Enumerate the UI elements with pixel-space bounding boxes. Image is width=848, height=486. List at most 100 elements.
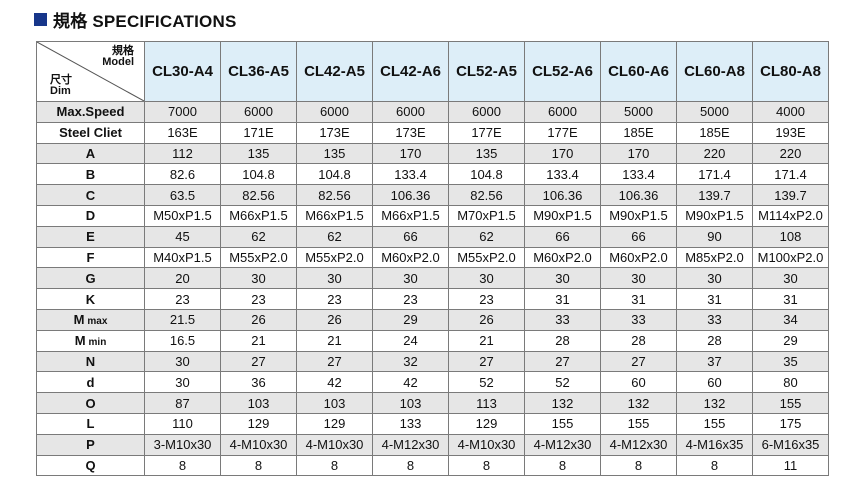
- row-label: K: [36, 288, 145, 310]
- table-cell: 132: [524, 392, 601, 414]
- table-cell: 135: [296, 142, 373, 165]
- table-cell: 82.56: [220, 184, 297, 206]
- table-cell: 23: [448, 288, 525, 310]
- table-cell: M60xP2.0: [372, 246, 449, 269]
- table-cell: 27: [220, 350, 297, 373]
- table-cell: 173E: [372, 121, 449, 144]
- table-cell: 135: [220, 142, 297, 165]
- table-cell: 62: [448, 225, 525, 248]
- table-cell: M90xP1.5: [524, 204, 601, 227]
- table-cell: 193E: [752, 121, 829, 144]
- table-cell: 6000: [372, 101, 449, 123]
- row-label: P: [36, 433, 145, 456]
- table-cell: 33: [600, 308, 677, 331]
- table-row: Q 8 8 8 8 8 8 8 8 11: [36, 454, 829, 477]
- table-cell: 133.4: [524, 163, 601, 186]
- table-cell: 4-M10x30: [448, 433, 525, 456]
- table-row: C 63.5 82.56 82.56 106.36 82.56 106.36 106.36 13…: [36, 184, 829, 206]
- table-cell: 171E: [220, 121, 297, 144]
- table-cell: 66: [372, 225, 449, 248]
- table-cell: 155: [752, 392, 829, 414]
- corner-header: 規格 Model 尺寸 Dim: [36, 41, 145, 102]
- row-label: F: [36, 246, 145, 269]
- table-cell: 129: [296, 412, 373, 435]
- model-header: CL36-A5: [220, 41, 297, 102]
- table-cell: 82.56: [448, 184, 525, 206]
- table-cell: 27: [600, 350, 677, 373]
- table-cell: 129: [448, 412, 525, 435]
- table-cell: 4-M10x30: [296, 433, 373, 456]
- table-cell: 4-M12x30: [524, 433, 601, 456]
- table-cell: 5000: [676, 101, 753, 123]
- table-cell: 62: [296, 225, 373, 248]
- row-label: d: [36, 371, 145, 394]
- row-label: O: [36, 392, 145, 414]
- table-cell: M55xP2.0: [296, 246, 373, 269]
- table-cell: 108: [752, 225, 829, 248]
- table-cell: 103: [296, 392, 373, 414]
- corner-model-label: 規格 Model: [102, 45, 134, 68]
- table-cell: 6000: [448, 101, 525, 123]
- row-label: A: [36, 142, 145, 165]
- table-cell: 30: [448, 267, 525, 290]
- table-cell: 34: [752, 308, 829, 331]
- table-cell: 42: [296, 371, 373, 394]
- table-cell: 30: [220, 267, 297, 290]
- model-header: CL42-A5: [296, 41, 373, 102]
- table-cell: M85xP2.0: [676, 246, 753, 269]
- table-cell: 104.8: [448, 163, 525, 186]
- table-cell: 8: [600, 454, 677, 477]
- table-cell: 8: [372, 454, 449, 477]
- table-cell: 4-M12x30: [600, 433, 677, 456]
- table-cell: 29: [372, 308, 449, 331]
- table-cell: 103: [220, 392, 297, 414]
- table-cell: 171.4: [676, 163, 753, 186]
- table-cell: 21: [220, 329, 297, 352]
- row-label: Steel Cliet: [36, 121, 145, 144]
- table-cell: 4000: [752, 101, 829, 123]
- table-cell: 27: [448, 350, 525, 373]
- table-cell: 177E: [524, 121, 601, 144]
- table-cell: 6000: [296, 101, 373, 123]
- table-cell: M55xP2.0: [448, 246, 525, 269]
- table-cell: 175: [752, 412, 829, 435]
- table-cell: 66: [524, 225, 601, 248]
- table-cell: 23: [144, 288, 221, 310]
- table-cell: 26: [220, 308, 297, 331]
- row-label: B: [36, 163, 145, 186]
- table-cell: 31: [752, 288, 829, 310]
- table-cell: M50xP1.5: [144, 204, 221, 227]
- row-label: Q: [36, 454, 145, 477]
- table-cell: M90xP1.5: [676, 204, 753, 227]
- table-cell: 4-M12x30: [372, 433, 449, 456]
- table-row: A 112 135 135 170 135 170 170 220 220: [36, 142, 829, 165]
- table-row: L 110 129 129 133 129 155 155 155 175: [36, 412, 829, 435]
- table-cell: 27: [524, 350, 601, 373]
- table-cell: 220: [676, 142, 753, 165]
- table-row: Steel Cliet 163E 171E 173E 173E 177E 177E 185E 1…: [36, 121, 829, 144]
- table-cell: 4-M10x30: [220, 433, 297, 456]
- table-cell: 87: [144, 392, 221, 414]
- table-cell: 155: [524, 412, 601, 435]
- table-cell: 23: [372, 288, 449, 310]
- table-cell: 135: [448, 142, 525, 165]
- table-cell: 129: [220, 412, 297, 435]
- table-cell: 31: [600, 288, 677, 310]
- table-cell: 11: [752, 454, 829, 477]
- table-cell: M60xP2.0: [524, 246, 601, 269]
- table-cell: 8: [448, 454, 525, 477]
- table-row: B 82.6 104.8 104.8 133.4 104.8 133.4 133.4 171.4…: [36, 163, 829, 186]
- table-cell: 60: [600, 371, 677, 394]
- table-cell: 20: [144, 267, 221, 290]
- table-cell: M66xP1.5: [296, 204, 373, 227]
- table-cell: 103: [372, 392, 449, 414]
- table-cell: 30: [296, 267, 373, 290]
- table-cell: M90xP1.5: [600, 204, 677, 227]
- table-row: O 87 103 103 103 113 132 132 132 155: [36, 392, 829, 414]
- table-cell: 8: [296, 454, 373, 477]
- table-row: F M40xP1.5 M55xP2.0 M55xP2.0 M60xP2.0 M55xP2.…: [36, 246, 829, 269]
- table-row: G 20 30 30 30 30 30 30 30 30: [36, 267, 829, 290]
- table-cell: 23: [220, 288, 297, 310]
